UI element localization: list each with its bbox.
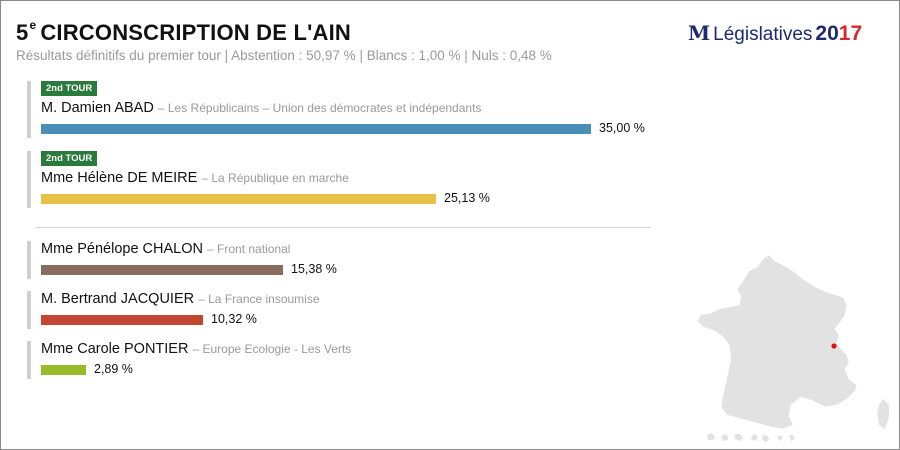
title-text: CIRCONSCRIPTION DE L'AIN — [40, 20, 352, 45]
brand-year: 2017 — [815, 22, 862, 45]
result-percentage: 10,32 % — [211, 312, 257, 326]
candidate-label: M. Damien ABAD – Les Républicains – Unio… — [41, 100, 481, 116]
candidate-name: M. Bertrand JACQUIER — [41, 291, 195, 307]
candidate-accent-bar — [27, 241, 31, 279]
result-bar — [41, 194, 436, 204]
candidate-accent-bar — [27, 341, 31, 379]
result-bar — [41, 265, 283, 275]
result-percentage: 35,00 % — [599, 121, 645, 135]
divider — [35, 227, 651, 228]
france-mainland-shape — [697, 254, 858, 430]
brand-year-part-b: 17 — [838, 22, 863, 45]
candidate-label: Mme Carole PONTIER – Europe Ecologie - L… — [41, 341, 351, 357]
overseas-territories-shape — [707, 433, 795, 442]
candidate-name: Mme Pénélope CHALON — [41, 241, 203, 257]
second-round-badge: 2nd TOUR — [41, 151, 98, 166]
result-percentage: 15,38 % — [291, 262, 337, 276]
title-number: 5 — [16, 20, 29, 45]
candidate-accent-bar — [27, 151, 31, 208]
candidate-accent-bar — [27, 291, 31, 329]
brand-year-part-a: 20 — [815, 22, 839, 45]
france-map-icon — [697, 254, 889, 442]
candidate-party: – Front national — [207, 242, 291, 256]
candidate-name: Mme Carole PONTIER — [41, 341, 189, 357]
subtitle: Résultats définitifs du premier tour | A… — [16, 48, 552, 63]
candidate-label: Mme Pénélope CHALON – Front national — [41, 241, 290, 257]
result-bar — [41, 124, 591, 134]
candidate-accent-bar — [27, 81, 31, 138]
candidate-party: – Les Républicains – Union des démocrate… — [157, 101, 482, 115]
brand-m-icon: M — [688, 21, 711, 45]
candidate-label: M. Bertrand JACQUIER – La France insoumi… — [41, 291, 320, 307]
brand-label: Législatives — [713, 24, 813, 45]
title-superscript: e — [29, 17, 37, 32]
result-bar — [41, 315, 203, 325]
candidate-party: – La République en marche — [201, 171, 349, 185]
result-percentage: 2,89 % — [94, 362, 133, 376]
page-title: 5e CIRCONSCRIPTION DE L'AIN — [16, 17, 352, 46]
candidate-label: Mme Hélène DE MEIRE – La République en m… — [41, 170, 349, 186]
candidate-party: – Europe Ecologie - Les Verts — [192, 342, 352, 356]
result-percentage: 25,13 % — [444, 191, 490, 205]
candidate-name: Mme Hélène DE MEIRE — [41, 170, 198, 186]
second-round-badge: 2nd TOUR — [41, 81, 98, 96]
corsica-shape — [877, 399, 889, 429]
brand-logo: M Législatives 2017 — [688, 21, 862, 46]
result-bar — [41, 365, 86, 375]
location-marker-icon — [831, 343, 837, 349]
candidate-name: M. Damien ABAD — [41, 100, 154, 116]
candidate-party: – La France insoumise — [198, 292, 320, 306]
